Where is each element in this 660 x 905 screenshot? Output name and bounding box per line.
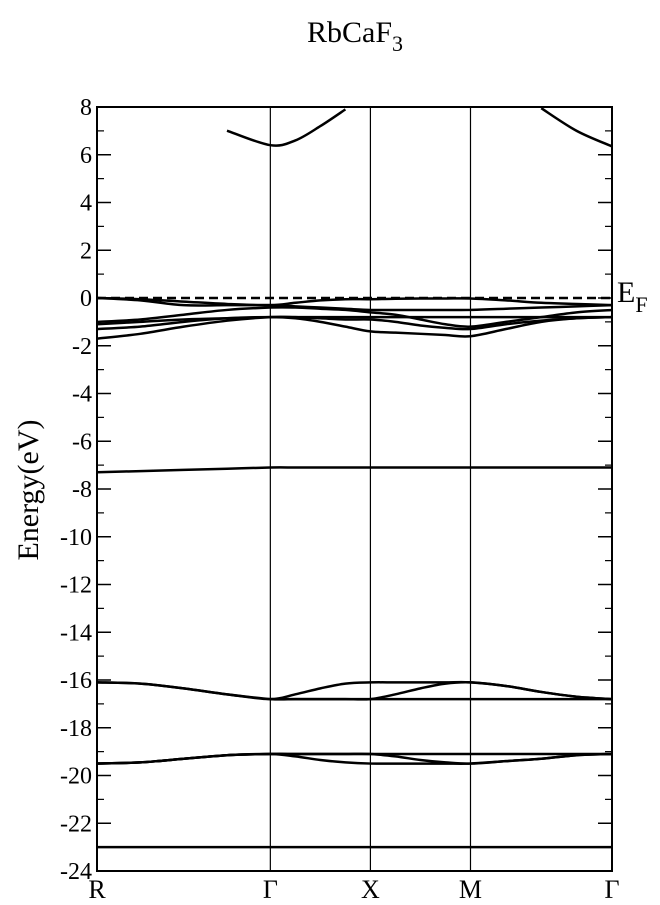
y-tick-label: 0	[80, 286, 92, 312]
band	[97, 315, 612, 340]
labels: 8 6 4 2 0 -2 -4 -6 -8 -10 -12 -14 -16 -18 -20 -22 -24R Γ X…	[60, 95, 648, 904]
fermi-label-main: E	[617, 276, 635, 309]
x-tick-label: Γ	[604, 875, 619, 904]
fermi-label-subscript: F	[635, 292, 647, 317]
title-main: RbCaF	[307, 16, 392, 49]
y-tick-label: 4	[80, 191, 92, 217]
y-tick-label: -10	[60, 525, 92, 551]
band	[226, 107, 612, 148]
band	[97, 466, 612, 474]
y-axis-label: Energy(eV)	[12, 419, 45, 560]
y-tick-label: -6	[72, 429, 92, 455]
y-tick-label: -8	[72, 477, 92, 503]
band	[97, 315, 612, 338]
y-tick-label: 6	[80, 143, 92, 169]
y-tick-label: -18	[60, 716, 92, 742]
y-tick-label: 8	[80, 95, 92, 121]
chart-title: RbCaF3	[307, 16, 403, 56]
y-tick-label: -24	[60, 859, 92, 885]
x-tick-label: R	[88, 875, 106, 904]
band	[97, 296, 612, 312]
y-tick-label: -22	[60, 811, 92, 837]
y-tick-label: -16	[60, 668, 92, 694]
bands	[97, 107, 612, 849]
y-tick-label: -4	[72, 382, 92, 408]
y-tick-label: -20	[60, 764, 92, 790]
y-tick-label: 2	[80, 238, 92, 264]
y-tick-label: -12	[60, 573, 92, 599]
band	[97, 306, 612, 328]
band	[97, 752, 612, 765]
y-tick-label: -2	[72, 334, 92, 360]
y-tick-label: -14	[60, 620, 92, 646]
x-tick-label: M	[459, 875, 482, 904]
title-subscript: 3	[392, 31, 403, 56]
plot-frame	[96, 106, 613, 872]
x-tick-label: Γ	[263, 875, 278, 904]
x-tick-label: X	[361, 875, 380, 904]
fermi-label: EF	[617, 276, 648, 317]
